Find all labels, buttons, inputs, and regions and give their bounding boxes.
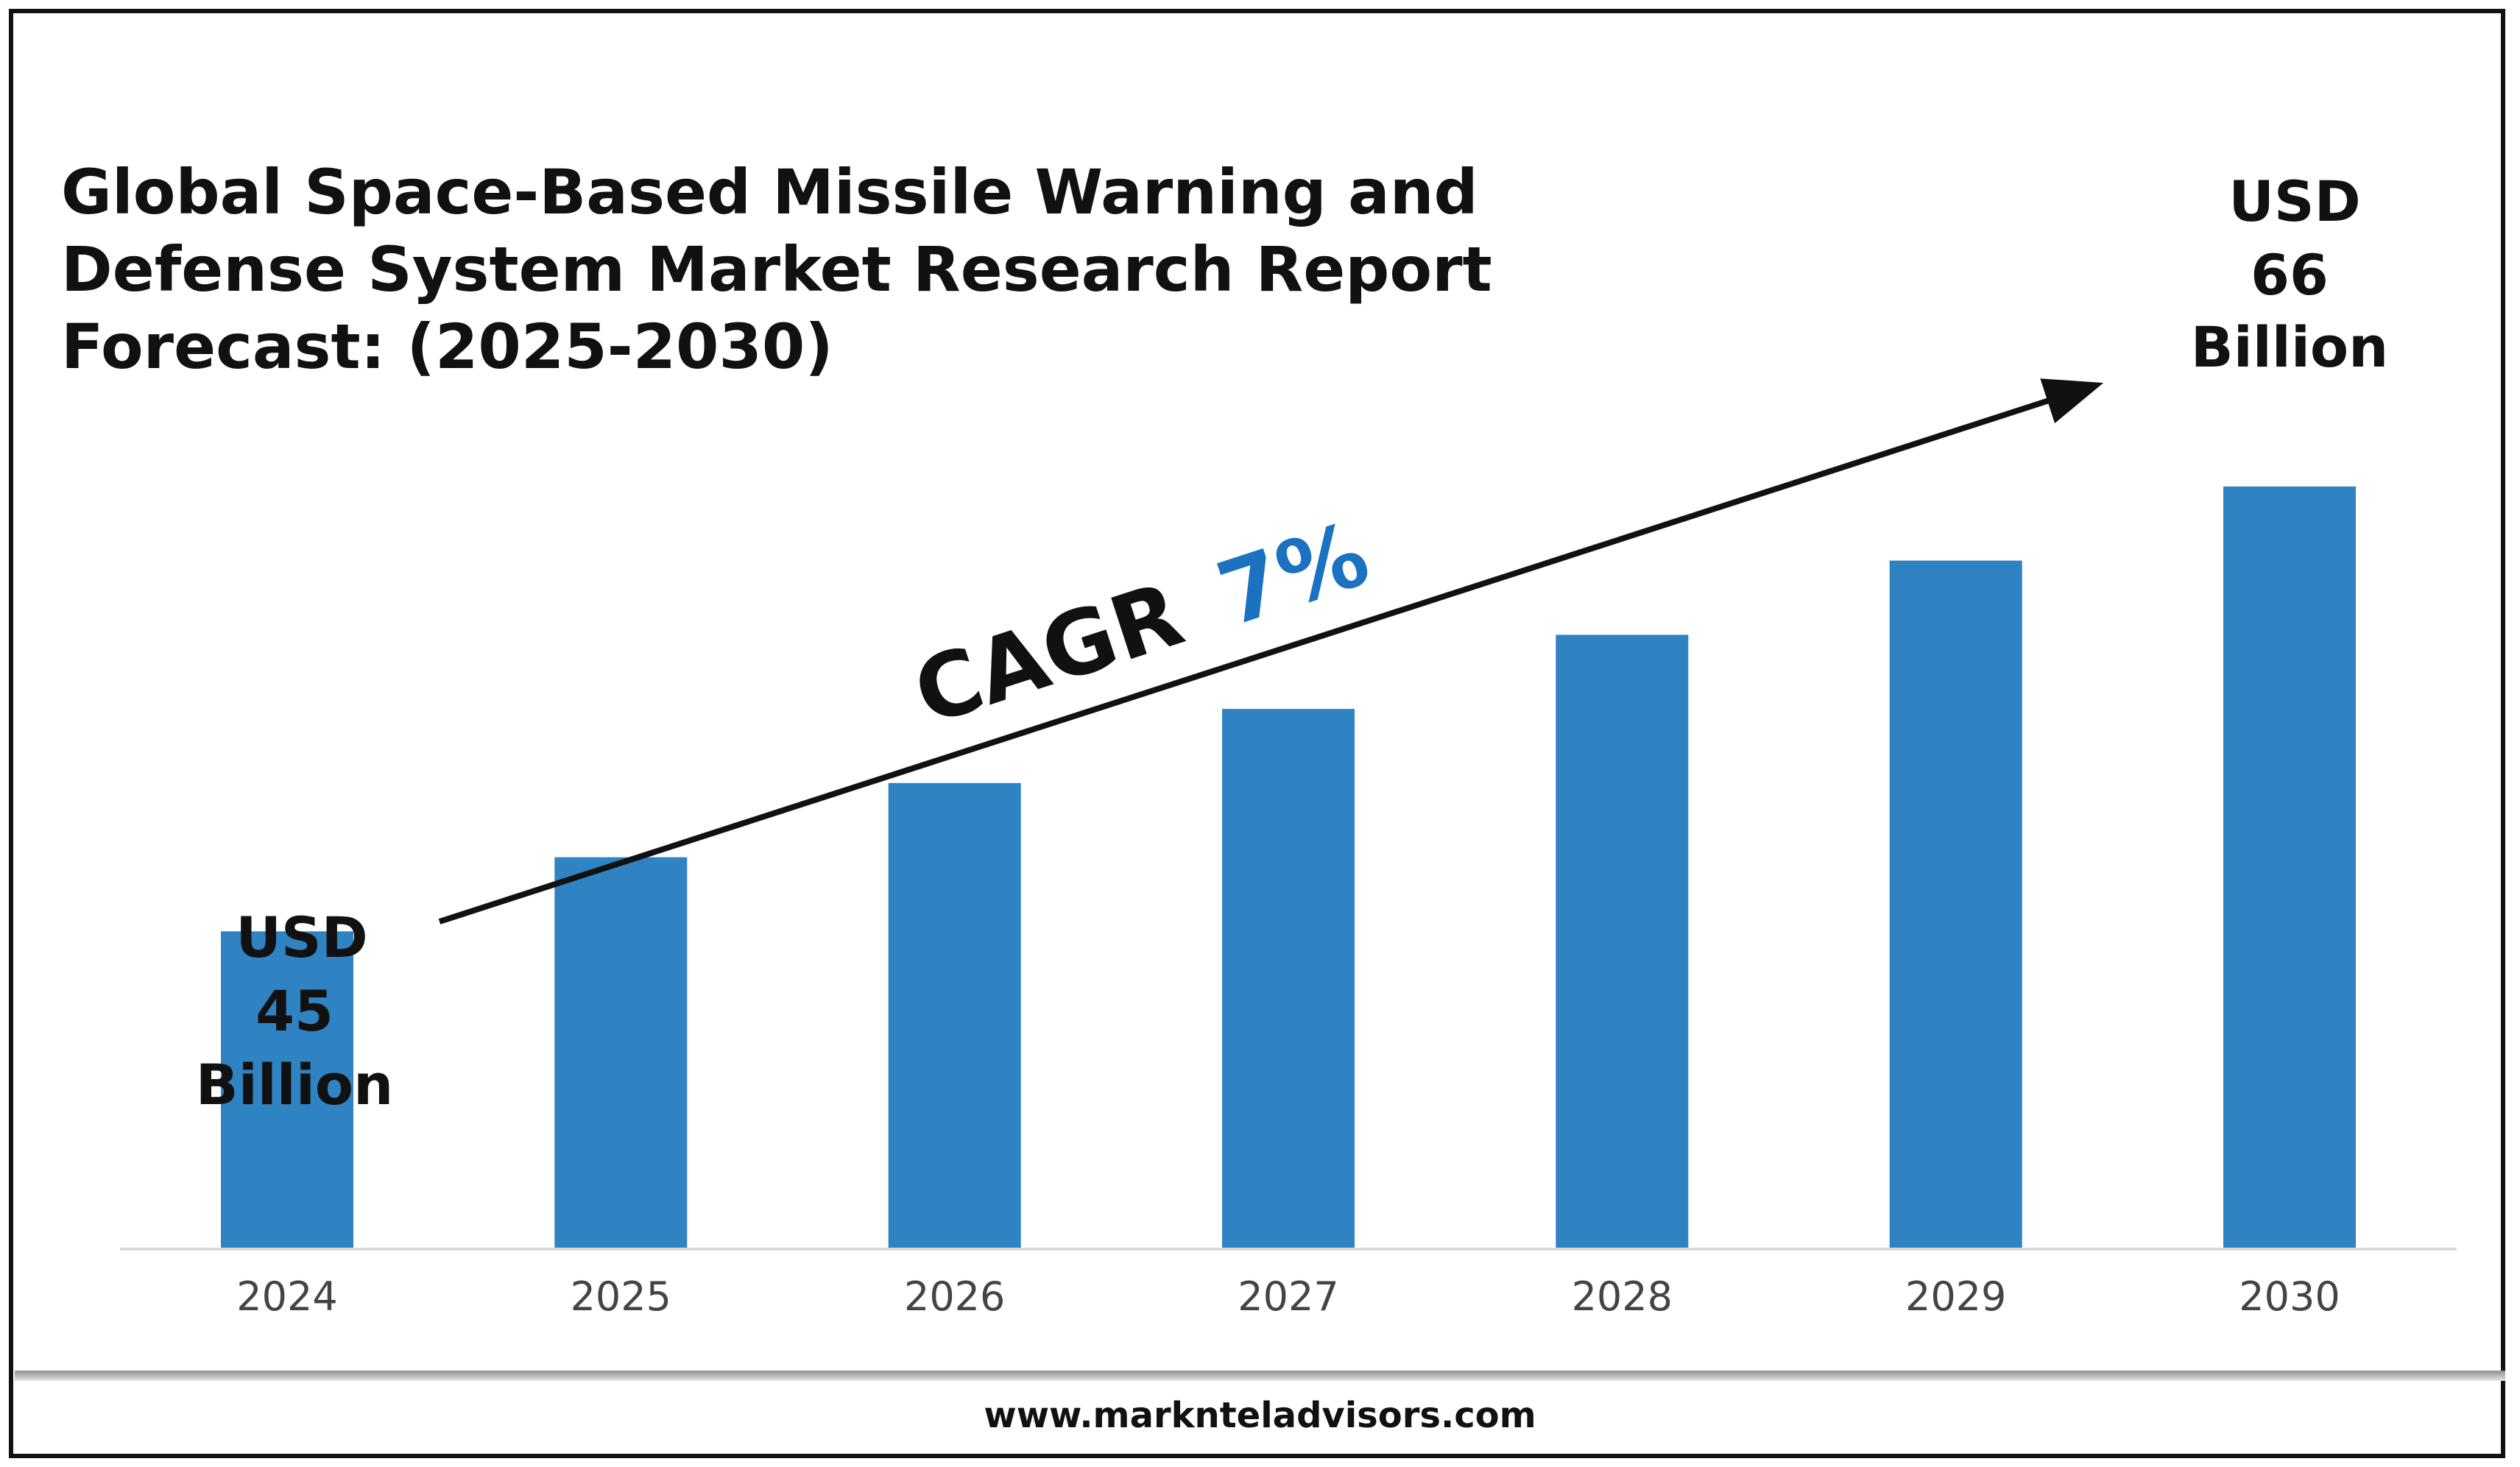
chart-title-line-3: Forecast: (2025-2030) (61, 311, 833, 383)
cagr-label: CAGR (903, 563, 1195, 745)
start-label-line-3: Billion (196, 1052, 393, 1117)
bars-group (221, 486, 2356, 1249)
x-tick-2025: 2025 (571, 1273, 671, 1320)
end-value-label: USD 66 Billion (2191, 169, 2388, 380)
end-label-line-3: Billion (2191, 314, 2388, 380)
start-label-line-2: 45 (255, 978, 333, 1044)
x-tick-2026: 2026 (904, 1273, 1005, 1320)
bar-2025 (554, 857, 688, 1249)
bar-2030 (2223, 486, 2356, 1249)
x-tick-2029: 2029 (1905, 1273, 2006, 1320)
bar-2029 (1889, 560, 2022, 1249)
bar-2024 (221, 931, 353, 1249)
x-tick-2024: 2024 (236, 1273, 337, 1320)
chart-title-line-2: Defense System Market Research Report (61, 233, 1492, 305)
trend-arrow (438, 378, 2104, 925)
bar-2026 (888, 782, 1021, 1249)
start-label-line-1: USD (236, 905, 368, 970)
end-label-line-1: USD (2228, 169, 2361, 234)
footer-website: www.marknteladvisors.com (984, 1395, 1536, 1436)
footer-divider (15, 1371, 2505, 1381)
bar-2027 (1222, 709, 1355, 1249)
bar-2028 (1556, 634, 1689, 1249)
x-tick-2028: 2028 (1572, 1273, 1673, 1320)
x-tick-labels: 2024 2025 2026 2027 2028 2029 2030 (236, 1273, 2340, 1320)
end-label-line-2: 66 (2251, 242, 2329, 308)
x-tick-2027: 2027 (1238, 1273, 1338, 1320)
x-tick-2030: 2030 (2239, 1273, 2340, 1320)
start-value-label: USD 45 Billion (196, 905, 393, 1117)
chart-title-line-1: Global Space-Based Missile Warning and (61, 156, 1478, 228)
